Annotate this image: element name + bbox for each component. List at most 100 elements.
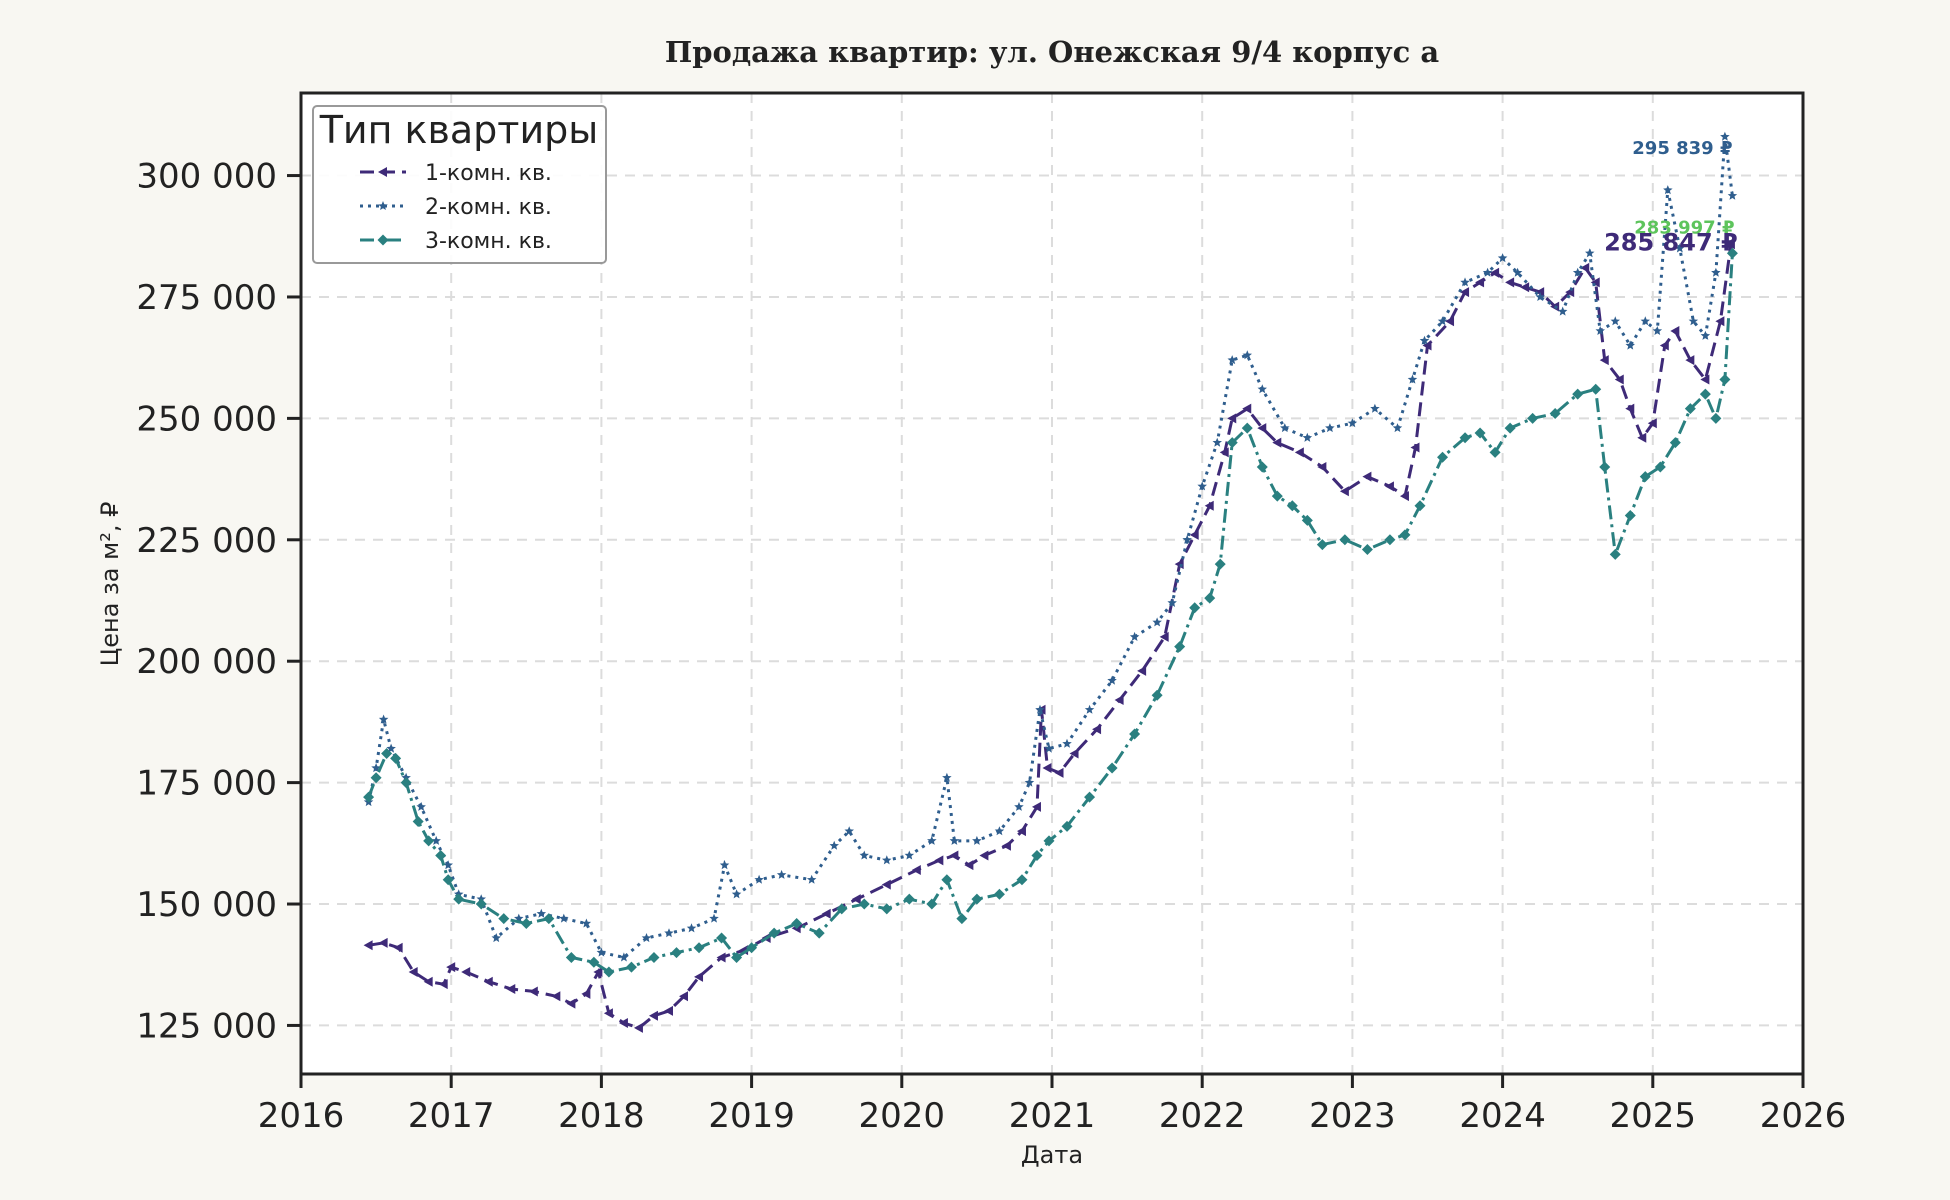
- data-point: [1256, 461, 1268, 473]
- data-point: [1474, 427, 1486, 439]
- data-point: [1361, 544, 1373, 556]
- data-point: [1410, 442, 1420, 453]
- data-point: [1151, 689, 1163, 701]
- legend-item: 3-комн. кв.: [360, 229, 552, 254]
- data-point: [1445, 316, 1455, 327]
- data-point: [1014, 801, 1024, 811]
- data-point: [664, 928, 674, 938]
- data-point: [972, 835, 982, 845]
- data-point: [543, 913, 555, 925]
- data-point: [813, 927, 825, 939]
- data-point: [1625, 340, 1635, 350]
- data-point: [536, 908, 547, 918]
- data-point: [1599, 461, 1611, 473]
- data-point: [693, 942, 705, 954]
- data-point: [1062, 738, 1072, 748]
- data-point: [641, 933, 652, 943]
- data-point: [791, 917, 803, 929]
- data-point: [1652, 326, 1663, 335]
- data-point: [1317, 461, 1327, 472]
- data-point: [1399, 529, 1411, 541]
- data-point: [370, 772, 382, 784]
- data-point: [1639, 471, 1651, 483]
- data-point: [1700, 374, 1710, 385]
- data-point: [581, 988, 591, 999]
- x-tick-label: 2019: [708, 1096, 795, 1136]
- data-point: [1212, 437, 1222, 447]
- y-tick-label: 175 000: [136, 764, 277, 804]
- data-point: [1725, 239, 1735, 250]
- data-point: [942, 772, 952, 782]
- data-point: [442, 874, 454, 886]
- data-point: [1189, 529, 1199, 540]
- data-point: [1286, 500, 1298, 512]
- data-point: [858, 898, 870, 910]
- data-point: [1625, 403, 1635, 414]
- data-point: [1069, 748, 1079, 759]
- data-point: [1684, 403, 1696, 415]
- data-point: [1557, 306, 1568, 316]
- y-tick-label: 225 000: [136, 521, 277, 561]
- data-point: [1459, 432, 1471, 444]
- data-point: [1624, 510, 1636, 522]
- y-tick-label: 150 000: [136, 885, 277, 925]
- data-point: [1700, 330, 1711, 340]
- data-point: [633, 1022, 643, 1033]
- data-point: [1114, 695, 1124, 706]
- x-tick-label: 2017: [408, 1096, 495, 1136]
- data-point: [1316, 539, 1328, 551]
- data-point: [431, 835, 441, 845]
- data-point: [1197, 481, 1207, 491]
- x-tick-label: 2024: [1459, 1096, 1546, 1136]
- data-point: [1257, 423, 1267, 434]
- x-tick-label: 2020: [859, 1096, 946, 1136]
- data-point: [1590, 383, 1602, 395]
- data-point: [821, 908, 831, 919]
- data-point: [836, 903, 848, 915]
- end-labels: 295 839 ₽ 283 997 ₽285 847 ₽: [1604, 138, 1738, 257]
- data-point: [754, 874, 764, 884]
- data-point: [1174, 641, 1186, 653]
- data-point: [1490, 267, 1500, 278]
- data-point: [1214, 558, 1226, 570]
- data-point: [1659, 340, 1669, 351]
- data-point: [1535, 287, 1545, 298]
- y-tick-label: 275 000: [136, 278, 277, 318]
- data-point: [1301, 514, 1313, 526]
- y-tick-label: 200 000: [136, 642, 277, 682]
- data-point: [408, 967, 418, 978]
- data-point: [566, 998, 576, 1009]
- data-point: [603, 966, 615, 978]
- x-tick-label: 2018: [558, 1096, 645, 1136]
- data-point: [1219, 447, 1229, 458]
- y-axis: 125 000 150 000 175 000 200 000 225 000 250 0…: [136, 157, 301, 1046]
- data-point: [1699, 388, 1711, 400]
- end-value-label: 285 847 ₽: [1604, 228, 1738, 256]
- x-tick-label: 2022: [1159, 1096, 1246, 1136]
- legend-item: 2-комн. кв.: [360, 195, 552, 220]
- data-point: [1422, 340, 1432, 351]
- data-point: [1347, 418, 1358, 428]
- data-point: [1419, 335, 1430, 345]
- data-point: [1106, 762, 1118, 774]
- data-point: [1727, 190, 1738, 200]
- data-point: [746, 942, 758, 954]
- data-point: [581, 918, 592, 928]
- data-point: [1024, 777, 1035, 787]
- data-point: [663, 1005, 673, 1016]
- data-point: [363, 791, 375, 803]
- data-point: [551, 991, 561, 1002]
- legend-marker: [377, 234, 389, 246]
- data-point: [1084, 704, 1095, 714]
- data-point: [1084, 791, 1096, 803]
- x-axis-label: Дата: [1021, 1141, 1083, 1169]
- data-point: [381, 747, 393, 759]
- data-point: [994, 826, 1005, 836]
- data-point: [1527, 412, 1539, 424]
- data-point: [423, 976, 433, 987]
- data-point: [979, 850, 989, 861]
- data-point: [593, 967, 603, 978]
- data-point: [927, 835, 937, 845]
- data-point: [1669, 437, 1681, 449]
- data-point: [1242, 350, 1252, 360]
